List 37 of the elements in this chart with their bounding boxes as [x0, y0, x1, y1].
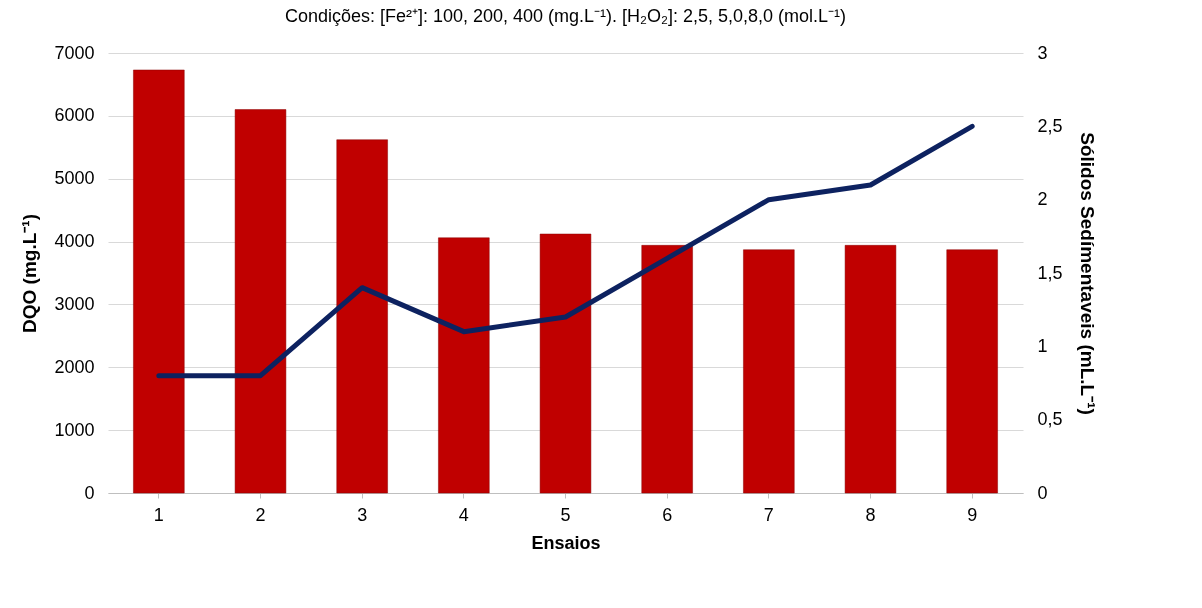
y2-tick-label: 3 [1037, 42, 1048, 63]
x-tick-label: 3 [357, 504, 368, 525]
bar [743, 249, 795, 494]
y2-tick-label: 1 [1037, 335, 1048, 356]
y2-tick-label: 1,5 [1037, 262, 1063, 283]
y2-axis-title: Sólidos Sedímentaveis (mL.L⁻¹) [1076, 132, 1098, 415]
x-tick-label: 5 [560, 504, 571, 525]
x-tick-label: 2 [255, 504, 266, 525]
x-tick-label: 7 [763, 504, 774, 525]
bar [946, 249, 998, 494]
y-tick-label: 1000 [54, 419, 95, 440]
y-tick-label: 6000 [54, 105, 95, 126]
y2-tick-label: 0 [1037, 482, 1048, 503]
y2-tick-label: 0,5 [1037, 409, 1063, 430]
y2-tick-label: 2,5 [1037, 115, 1063, 136]
y-axis-title: DQO (mg.L⁻¹) [19, 214, 41, 333]
x-tick-label: 1 [153, 504, 164, 525]
y-tick-label: 7000 [54, 42, 95, 63]
bar [844, 245, 897, 494]
bar [133, 69, 185, 494]
y-tick-label: 4000 [54, 231, 95, 252]
bar [234, 109, 287, 494]
bar [539, 233, 592, 494]
y-tick-label: 2000 [54, 356, 95, 377]
y2-tick-label: 2 [1037, 189, 1048, 210]
bar [641, 245, 693, 494]
x-tick-label: 4 [458, 504, 469, 525]
y-tick-label: 0 [84, 482, 95, 503]
x-axis-title: Ensaios [531, 532, 601, 553]
chart-title: Condições: [Fe²⁺]: 100, 200, 400 (mg.L⁻¹). [H₂O₂]: 2,5, 5,0,8,0 (mol.L⁻¹) [284, 6, 847, 26]
x-tick-label: 8 [865, 504, 876, 525]
bar [336, 139, 388, 494]
x-tick-label: 6 [662, 504, 673, 525]
y-tick-label: 5000 [54, 168, 95, 189]
bar [438, 237, 490, 494]
x-tick-label: 9 [967, 504, 978, 525]
y-tick-label: 3000 [54, 293, 95, 314]
